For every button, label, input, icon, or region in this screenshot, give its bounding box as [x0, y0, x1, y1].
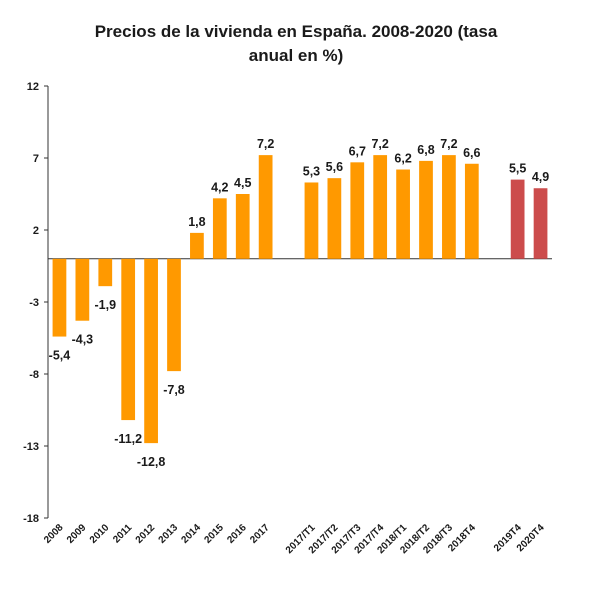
bar: [442, 155, 456, 259]
data-label: 6,8: [417, 143, 434, 157]
bar: [144, 258, 158, 444]
bar: [235, 194, 250, 259]
x-tick-label: 2008: [42, 522, 66, 546]
x-tick-label: 2016: [225, 522, 249, 546]
data-label: 6,2: [394, 152, 411, 166]
data-label: 5,3: [303, 164, 320, 178]
data-label: 7,2: [257, 137, 274, 151]
data-label: 4,5: [234, 176, 251, 190]
x-tick-label: 2013: [157, 522, 181, 546]
x-tick-label: 2015: [202, 522, 226, 546]
bar: [464, 163, 479, 259]
bar: [52, 258, 67, 337]
bar: [212, 198, 227, 259]
data-label: 7,2: [440, 137, 457, 151]
x-tick-label: 2010: [88, 522, 112, 546]
data-label: 4,2: [211, 180, 228, 194]
y-tick-label: -18: [23, 513, 39, 525]
x-tick-label: 2009: [65, 522, 89, 546]
bar: [304, 182, 319, 259]
bar: [327, 178, 342, 259]
chart-title: Precios de la vivienda en España. 2008-2…: [0, 20, 592, 68]
bar: [258, 155, 273, 259]
x-tick-label: 2014: [180, 522, 204, 546]
bar: [121, 258, 136, 421]
bar: [533, 188, 548, 259]
data-label: 5,6: [326, 160, 343, 174]
y-tick-label: -3: [29, 297, 39, 309]
bar: [167, 258, 181, 372]
y-tick-label: -13: [23, 441, 39, 453]
data-label: 6,7: [349, 144, 366, 158]
x-tick-label: 2011: [111, 522, 134, 545]
y-tick-label: 12: [27, 81, 39, 93]
data-label: -12,8: [137, 455, 166, 469]
x-tick-label: 2012: [134, 522, 158, 546]
chart-title-line-1: Precios de la vivienda en España. 2008-2…: [94, 22, 498, 41]
bar: [419, 160, 433, 259]
data-label: 5,5: [509, 162, 526, 176]
data-label: -7,8: [163, 383, 185, 397]
bar: [98, 258, 113, 287]
bar: [350, 162, 365, 259]
data-label: 6,6: [463, 146, 480, 160]
data-label: 7,2: [371, 137, 388, 151]
data-label: 1,8: [188, 215, 205, 229]
bar: [396, 169, 410, 259]
data-label: -4,3: [72, 333, 94, 347]
data-label: -1,9: [94, 298, 116, 312]
bar: [75, 258, 90, 321]
data-label: 4,9: [532, 170, 549, 184]
y-tick-label: 2: [33, 225, 39, 237]
bar: [510, 179, 525, 259]
y-tick-label: -8: [29, 369, 39, 381]
bar: [373, 155, 388, 259]
bar: [190, 232, 204, 259]
y-tick-label: 7: [33, 153, 39, 165]
chart-title-line-2: anual en %): [248, 46, 344, 65]
x-tick-label: 2017: [248, 522, 272, 546]
data-label: -5,4: [49, 349, 71, 363]
data-label: -11,2: [114, 432, 142, 446]
